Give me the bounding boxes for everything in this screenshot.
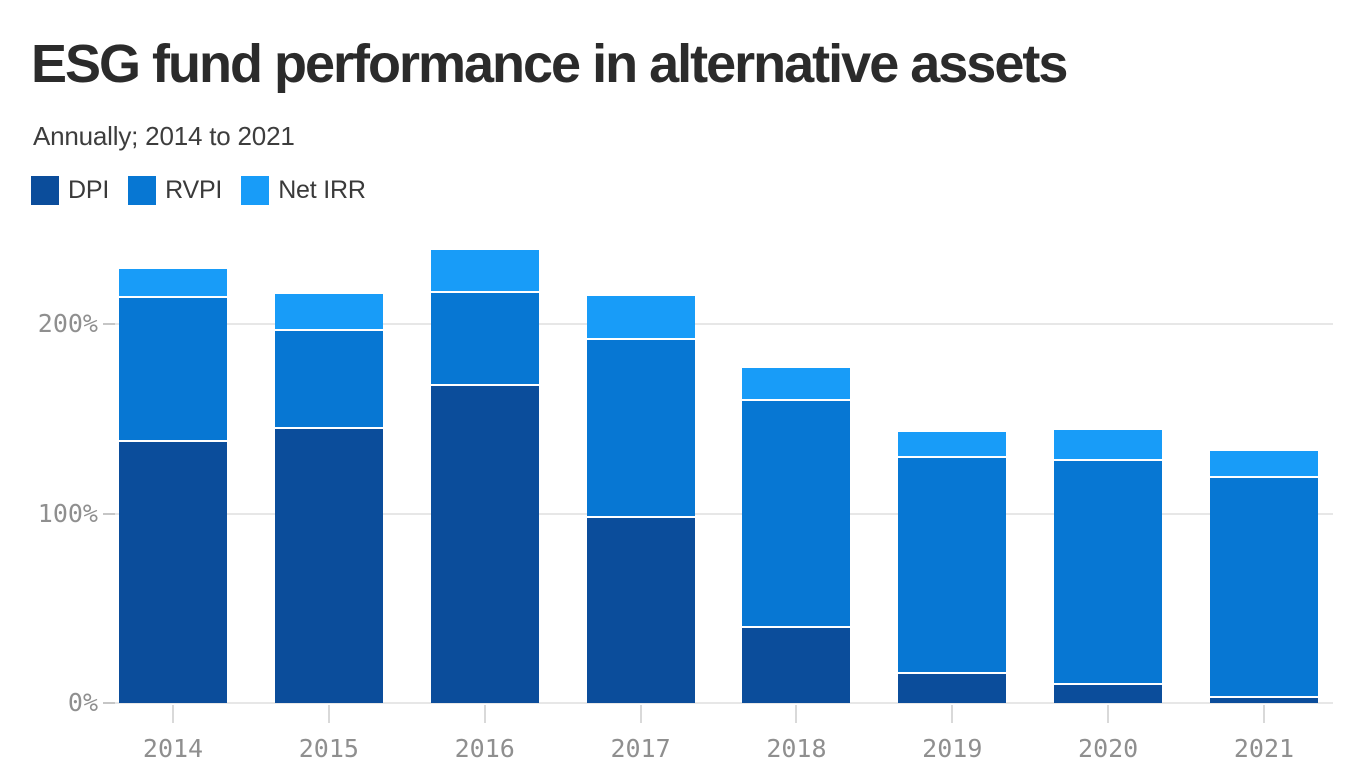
y-axis-label: 200% (37, 309, 98, 338)
x-axis-label: 2017 (610, 734, 671, 763)
segment-separator (1209, 476, 1318, 479)
segment-separator (898, 671, 1007, 674)
x-tick-mark (639, 705, 642, 723)
bar-segment-net-irr-2020[interactable] (1054, 430, 1163, 461)
bar-segment-dpi-2021[interactable] (1209, 697, 1318, 703)
legend-swatch (31, 176, 59, 205)
legend-label: DPI (68, 176, 110, 204)
legend-label: Net IRR (278, 176, 366, 204)
x-tick-mark (327, 705, 330, 723)
bar-segment-net-irr-2018[interactable] (742, 367, 851, 400)
x-axis-label: 2018 (766, 734, 827, 763)
y-tick-mark (103, 702, 115, 704)
segment-separator (430, 290, 539, 293)
legend: DPI RVPI Net IRR (31, 176, 366, 205)
bar-segment-dpi-2018[interactable] (742, 627, 851, 703)
x-tick-mark (1107, 705, 1110, 723)
segment-separator (1054, 459, 1163, 462)
segment-separator (119, 440, 227, 443)
segment-separator (742, 398, 851, 401)
bar-segment-dpi-2016[interactable] (430, 384, 539, 703)
legend-item: Net IRR (241, 176, 366, 205)
segment-separator (119, 296, 227, 299)
bar-segment-rvpi-2015[interactable] (274, 329, 383, 429)
bar-segment-rvpi-2021[interactable] (1209, 477, 1318, 698)
bar-segment-dpi-2014[interactable] (119, 441, 227, 703)
segment-separator (586, 516, 695, 519)
bar-segment-dpi-2020[interactable] (1054, 684, 1163, 703)
bar-segment-net-irr-2016[interactable] (430, 250, 539, 292)
y-tick-mark (103, 323, 115, 325)
bar-segment-dpi-2017[interactable] (586, 517, 695, 703)
legend-item: DPI (31, 176, 109, 205)
segment-separator (898, 455, 1007, 458)
segment-separator (586, 338, 695, 341)
y-tick-mark (103, 512, 115, 515)
bar-segment-dpi-2019[interactable] (898, 672, 1007, 703)
legend-label: RVPI (165, 176, 223, 204)
x-axis-label: 2020 (1078, 734, 1139, 763)
chart-subtitle: Annually; 2014 to 2021 (33, 121, 295, 151)
segment-separator (1209, 696, 1318, 699)
x-tick-mark (1262, 705, 1265, 723)
bar-segment-dpi-2015[interactable] (274, 428, 383, 703)
segment-separator (274, 427, 383, 430)
bar-segment-net-irr-2017[interactable] (586, 295, 695, 340)
bar-segment-rvpi-2019[interactable] (898, 456, 1007, 673)
segment-separator (430, 383, 539, 386)
bar-segment-rvpi-2014[interactable] (119, 297, 227, 442)
bar-segment-net-irr-2019[interactable] (898, 432, 1007, 457)
x-axis-label: 2016 (454, 734, 515, 763)
bar-segment-net-irr-2014[interactable] (119, 269, 227, 298)
segment-separator (1054, 683, 1163, 686)
x-axis-label: 2015 (298, 734, 359, 763)
chart-title: ESG fund performance in alternative asse… (31, 34, 1068, 94)
legend-swatch (128, 176, 157, 205)
y-gridline (115, 702, 1333, 704)
segment-separator (742, 626, 851, 629)
y-gridline (115, 323, 1333, 325)
bar-segment-net-irr-2021[interactable] (1209, 450, 1318, 478)
x-tick-mark (795, 705, 798, 723)
x-tick-mark (172, 705, 174, 723)
y-axis-label: 0% (67, 688, 98, 717)
x-axis-label: 2014 (142, 734, 204, 763)
bar-segment-rvpi-2018[interactable] (742, 399, 851, 628)
bar-segment-net-irr-2015[interactable] (274, 293, 383, 330)
bar-segment-rvpi-2020[interactable] (1054, 460, 1163, 685)
segment-separator (274, 328, 383, 331)
bar-segment-rvpi-2016[interactable] (430, 291, 539, 385)
x-tick-mark (483, 705, 486, 723)
x-axis-label: 2021 (1233, 734, 1295, 763)
x-tick-mark (951, 705, 954, 723)
y-axis-label: 100% (37, 498, 98, 528)
y-gridline (115, 512, 1333, 515)
x-axis-label: 2019 (922, 734, 983, 763)
legend-item: RVPI (128, 176, 222, 205)
bar-segment-rvpi-2017[interactable] (586, 339, 695, 518)
legend-swatch (241, 176, 270, 205)
